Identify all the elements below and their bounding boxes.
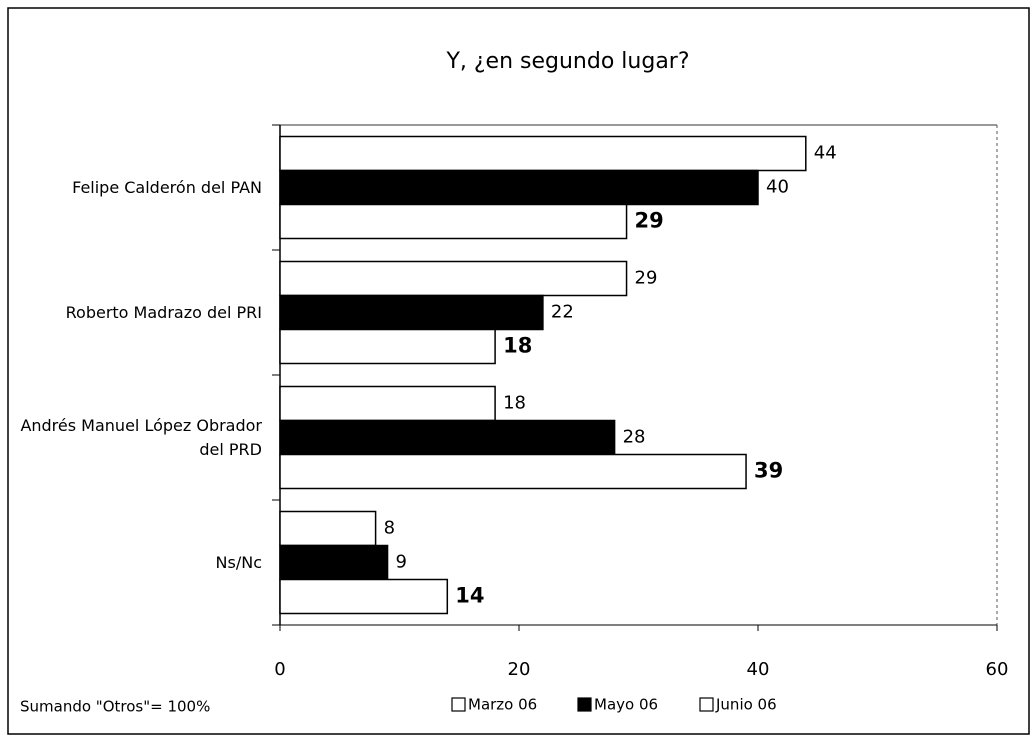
note: Sumando "Otros"= 100% [20, 698, 210, 716]
legend-label: Junio 06 [715, 696, 777, 714]
category-label: Ns/Nc [215, 552, 262, 572]
legend-swatch [577, 697, 592, 712]
value-label: 29 [635, 268, 658, 289]
bar [279, 294, 544, 331]
legend-label: Mayo 06 [594, 696, 658, 714]
legend-swatch [699, 697, 714, 712]
bar [279, 169, 759, 206]
bar [279, 260, 628, 297]
frame [7, 7, 1030, 735]
value-label: 28 [623, 427, 646, 448]
bar [279, 135, 807, 172]
bar [279, 510, 377, 547]
bar [279, 203, 628, 240]
bar [279, 453, 747, 490]
bar [279, 419, 616, 456]
value-label: 14 [455, 584, 484, 608]
value-label: 29 [635, 209, 664, 233]
value-label: 9 [396, 552, 407, 573]
value-label: 18 [503, 393, 526, 414]
bar [279, 385, 496, 422]
value-label: 44 [814, 143, 837, 164]
bar [279, 544, 389, 581]
value-label: 39 [754, 459, 783, 483]
category-label: Andrés Manuel López Obrador del PRD [20, 415, 262, 459]
x-tick-label: 0 [274, 659, 285, 680]
bar [279, 328, 496, 365]
x-tick-label: 60 [986, 659, 1009, 680]
x-tick-label: 20 [508, 659, 531, 680]
value-label: 18 [503, 334, 532, 358]
chart-title: Y, ¿en segundo lugar? [445, 49, 689, 74]
value-label: 8 [384, 518, 395, 539]
legend-swatch [451, 697, 466, 712]
value-label: 40 [766, 177, 789, 198]
value-label: 22 [551, 302, 574, 323]
x-tick-label: 40 [747, 659, 770, 680]
category-label: Felipe Calderón del PAN [72, 177, 262, 197]
bar [279, 578, 449, 615]
category-label: Roberto Madrazo del PRI [65, 302, 262, 322]
legend-label: Marzo 06 [468, 696, 537, 714]
